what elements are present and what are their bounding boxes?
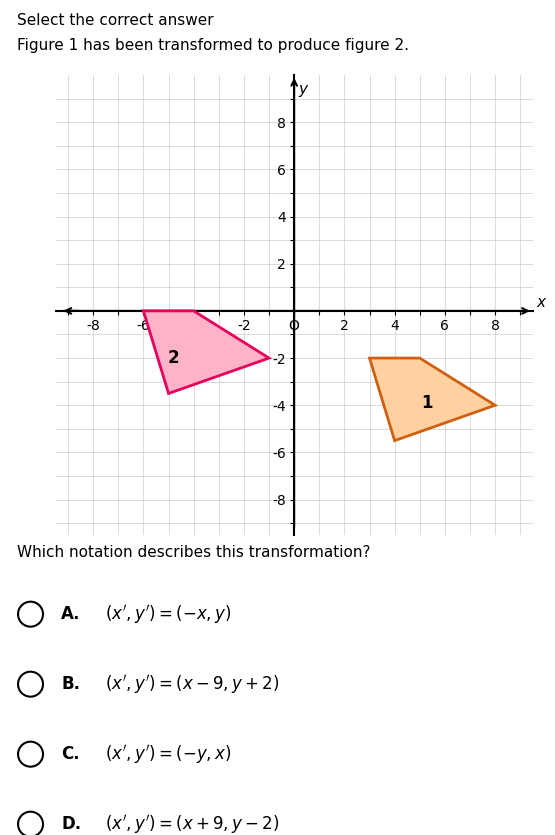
Text: x: x	[537, 295, 546, 310]
Text: $(x^{\prime}, y^{\prime}) = (x - 9, y + 2)$: $(x^{\prime}, y^{\prime}) = (x - 9, y + …	[105, 673, 280, 696]
Polygon shape	[370, 358, 495, 441]
Text: B.: B.	[61, 676, 80, 693]
Text: y: y	[299, 82, 307, 97]
Text: D.: D.	[61, 815, 81, 833]
Polygon shape	[143, 311, 269, 393]
Text: Which notation describes this transformation?: Which notation describes this transforma…	[17, 545, 370, 560]
Text: C.: C.	[61, 745, 80, 763]
Text: Select the correct answer: Select the correct answer	[17, 13, 213, 28]
Text: $(x^{\prime}, y^{\prime}) = (-y, x)$: $(x^{\prime}, y^{\prime}) = (-y, x)$	[105, 742, 232, 766]
Text: 1: 1	[422, 394, 433, 412]
Text: $(x^{\prime}, y^{\prime}) = (x + 9, y - 2)$: $(x^{\prime}, y^{\prime}) = (x + 9, y - …	[105, 812, 280, 835]
Text: A.: A.	[61, 605, 80, 623]
Text: Figure 1 has been transformed to produce figure 2.: Figure 1 has been transformed to produce…	[17, 38, 408, 53]
Text: $(x^{\prime}, y^{\prime}) = (-x, y)$: $(x^{\prime}, y^{\prime}) = (-x, y)$	[105, 603, 232, 625]
Text: 2: 2	[168, 349, 179, 367]
